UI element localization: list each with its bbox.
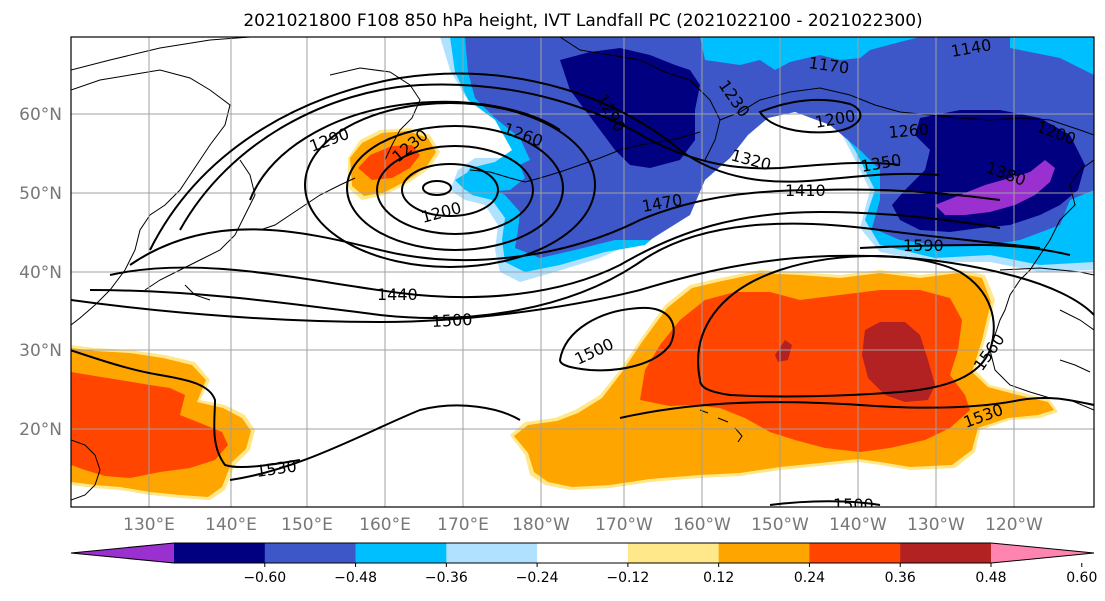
east-negative-purple bbox=[935, 160, 1055, 215]
lon-tick-label: 170°W bbox=[595, 515, 653, 535]
kuril-positive-red bbox=[358, 145, 420, 180]
contour-1290 bbox=[249, 100, 561, 201]
pacific-positive-darkred bbox=[862, 322, 935, 402]
colorbar-segment bbox=[809, 543, 901, 563]
map-panel: 1140 1170 1230 1290 1230 1260 1200 1260 … bbox=[70, 35, 1095, 514]
colorbar-tick-label: −0.48 bbox=[334, 570, 377, 586]
colorbar: −0.60 −0.48 −0.36 −0.24 −0.12 0.12 0.24 0.36 0.4… bbox=[70, 542, 1097, 586]
coastlines bbox=[71, 37, 1094, 501]
colorbar-segment bbox=[900, 543, 992, 563]
lat-tick-label: 30°N bbox=[19, 341, 62, 361]
lon-tick-label: 140°W bbox=[829, 515, 887, 535]
colorbar-tick-label: 0.48 bbox=[975, 570, 1006, 586]
canada-coastline bbox=[989, 159, 1094, 411]
contour-1500-south bbox=[229, 404, 881, 506]
lon-tick-label: 180°W bbox=[512, 515, 570, 535]
colorbar-tick-label: 0.36 bbox=[885, 570, 916, 586]
lon-tick-label: 150°W bbox=[751, 515, 809, 535]
low-contour-5 bbox=[304, 102, 596, 268]
low-center-contour-1200 bbox=[422, 180, 452, 196]
colorbar-tick-label: 0.24 bbox=[794, 570, 825, 586]
colorbar-segment bbox=[264, 543, 357, 563]
low-contour-4 bbox=[346, 125, 564, 251]
lat-tick-label: 40°N bbox=[19, 263, 62, 283]
lat-tick-label: 50°N bbox=[19, 184, 62, 204]
lon-tick-label: 150°E bbox=[281, 515, 333, 535]
chart-title: 2021021800 F108 850 hPa height, IVT Land… bbox=[243, 11, 922, 31]
colorbar-tick-label: −0.36 bbox=[425, 570, 468, 586]
contour-1410 bbox=[129, 188, 1001, 266]
north-negative-cyan-small bbox=[455, 162, 525, 192]
contour-1560 bbox=[697, 255, 995, 398]
contour-label: 1440 bbox=[377, 285, 418, 304]
ivt-negative-fill bbox=[440, 37, 1094, 282]
lon-tick-label: 160°W bbox=[673, 515, 731, 535]
colorbar-segment bbox=[174, 543, 266, 563]
low-contour-2 bbox=[401, 163, 499, 217]
colorbar-tick-label: 0.12 bbox=[703, 570, 734, 586]
contour-1590 bbox=[859, 243, 1071, 256]
lat-tick-label: 20°N bbox=[19, 420, 62, 440]
colorbar-segment bbox=[537, 543, 629, 563]
lon-tick-label: 140°E bbox=[205, 515, 257, 535]
colorbar-tick-label: −0.12 bbox=[606, 570, 649, 586]
colorbar-tick-label: −0.60 bbox=[243, 570, 286, 586]
contour-1470 bbox=[89, 222, 1041, 319]
ivt-positive-fill bbox=[71, 128, 1058, 500]
north-america-border bbox=[999, 267, 1094, 373]
contour-label: 1500 bbox=[833, 495, 874, 514]
colorbar-tick-label: −0.24 bbox=[516, 570, 559, 586]
map-frame bbox=[70, 36, 1095, 508]
aleutian-islands bbox=[469, 131, 701, 183]
hawaii-islands bbox=[699, 409, 743, 443]
colorbar-segment bbox=[627, 543, 720, 563]
longitude-labels: 130°E 140°E 150°E 160°E 170°E 180°W 170°… bbox=[123, 515, 1043, 535]
lat-tick-label: 60°N bbox=[19, 105, 62, 125]
lon-tick-label: 170°E bbox=[437, 515, 489, 535]
kuril-islands bbox=[259, 177, 356, 231]
latitude-labels: 60°N 50°N 40°N 30°N 20°N bbox=[19, 105, 62, 440]
contour-label: 1590 bbox=[903, 236, 944, 255]
lon-tick-label: 130°W bbox=[907, 515, 965, 535]
colorbar-tick-label: 0.60 bbox=[1066, 570, 1097, 586]
height-contours bbox=[71, 72, 1094, 506]
kamchatka-coastline bbox=[329, 67, 421, 161]
lon-tick-label: 160°E bbox=[359, 515, 411, 535]
contour-1350 bbox=[149, 72, 941, 251]
contour-1500-closed bbox=[558, 306, 675, 372]
colorbar-extend-high bbox=[991, 543, 1094, 563]
contour-label: 1140 bbox=[949, 35, 992, 61]
colorbar-segment bbox=[446, 543, 538, 563]
contour-1320 bbox=[179, 83, 901, 231]
philippines-coastline bbox=[71, 439, 101, 501]
contour-1530 bbox=[71, 349, 1094, 469]
lon-tick-label: 120°W bbox=[985, 515, 1043, 535]
contour-label: 1410 bbox=[785, 181, 826, 200]
pacific-positive-darkred-small bbox=[775, 340, 792, 362]
alaska-coastline bbox=[559, 37, 1094, 161]
colorbar-segment bbox=[718, 543, 810, 563]
contour-label: 1500 bbox=[431, 310, 473, 331]
lon-tick-label: 130°E bbox=[123, 515, 175, 535]
colorbar-extend-low bbox=[71, 543, 174, 563]
contour-1440 bbox=[109, 210, 1001, 299]
colorbar-outline bbox=[70, 542, 1095, 564]
low-contour-3 bbox=[376, 145, 534, 235]
contour-1500 bbox=[71, 254, 1094, 324]
contour-1200-east bbox=[758, 98, 862, 134]
contour-labels: 1140 1170 1230 1290 1230 1260 1200 1260 … bbox=[255, 35, 1078, 514]
asia-coastline bbox=[71, 37, 251, 326]
east-negative-navy bbox=[892, 110, 1085, 232]
colorbar-segment bbox=[355, 543, 447, 563]
contour-label: 1260 bbox=[888, 120, 930, 142]
